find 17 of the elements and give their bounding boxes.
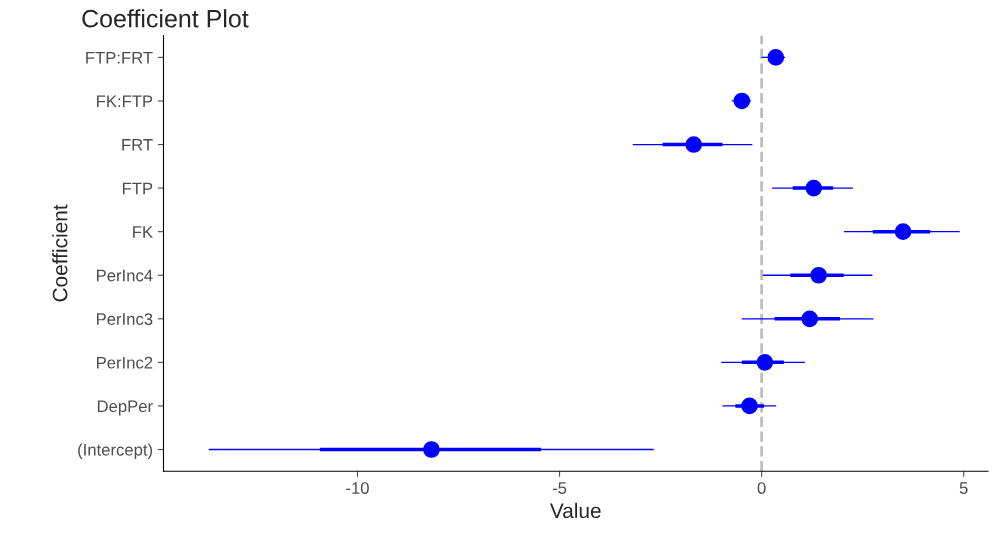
y-tick-label: FTP:FRT (86, 51, 153, 64)
x-tick-label: -10 (346, 482, 369, 494)
y-tick-label: FTP (122, 182, 153, 195)
x-tick-label: 5 (959, 482, 968, 494)
chart-title: Coefficient Plot (82, 9, 249, 28)
y-tick-label: DepPer (97, 400, 153, 416)
y-axis-title: Coefficient (52, 204, 68, 302)
y-tick-label: PerInc3 (97, 313, 153, 325)
y-tick-label: FK (133, 226, 153, 238)
y-tick-label: PerInc4 (97, 269, 153, 282)
y-tick-label: FRT (122, 139, 153, 151)
y-tick-label: FK:FTP (97, 95, 153, 108)
x-axis-title: Value (549, 502, 601, 519)
y-tick-label: PerInc2 (97, 356, 153, 369)
x-tick-label: -5 (552, 482, 567, 494)
x-tick-label: 0 (757, 482, 766, 494)
y-tick-label: (Intercept) (78, 443, 153, 459)
